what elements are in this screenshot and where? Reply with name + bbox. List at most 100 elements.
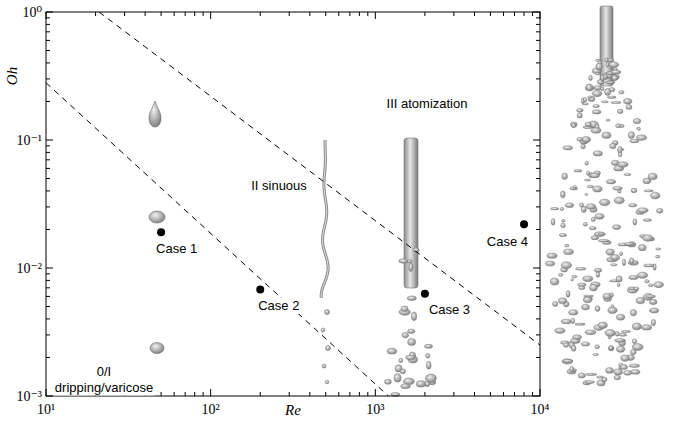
spray-illustration	[595, 345, 600, 349]
spray-illustration	[596, 63, 603, 70]
y-minor-tick	[536, 78, 540, 79]
spray-illustration	[425, 374, 436, 382]
spray-illustration	[598, 322, 607, 328]
y-minor-tick	[46, 50, 50, 51]
label-patch	[250, 178, 309, 194]
spray-illustration	[583, 222, 587, 226]
y-tick	[533, 12, 540, 13]
spray-illustration	[575, 323, 585, 325]
spray-illustration	[591, 128, 601, 134]
x-minor-tick	[524, 12, 525, 16]
spray-illustration	[651, 319, 655, 326]
spray-illustration	[605, 89, 611, 96]
spray-illustration	[424, 344, 432, 348]
spray-illustration	[656, 248, 661, 250]
y-minor-tick	[536, 145, 540, 146]
spray-illustration	[608, 307, 617, 313]
boundary-line	[46, 83, 388, 396]
y-minor-tick	[536, 178, 540, 179]
spray-illustration	[577, 138, 583, 142]
spray-illustration	[571, 279, 574, 281]
spray-illustration	[656, 208, 663, 213]
spray-illustration	[585, 161, 589, 165]
spray-illustration	[564, 249, 574, 255]
spray-illustration	[621, 331, 630, 333]
label-patch	[257, 298, 301, 314]
spray-illustration	[570, 366, 574, 372]
x-tick	[375, 12, 376, 19]
y-minor-tick	[46, 318, 50, 319]
region-label: II sinuous	[251, 178, 307, 193]
spray-illustration	[409, 263, 413, 271]
x-tick	[540, 389, 541, 396]
spray-illustration	[616, 314, 624, 320]
x-minor-tick	[532, 392, 533, 396]
spray-illustration	[633, 219, 637, 225]
y-minor-tick	[536, 50, 540, 51]
spray-illustration	[406, 355, 416, 359]
spray-illustration	[588, 96, 593, 98]
spray-illustration	[550, 278, 559, 285]
spray-illustration	[561, 262, 571, 269]
spray-illustration	[583, 97, 586, 102]
x-minor-tick	[359, 392, 360, 396]
spray-illustration	[617, 109, 623, 114]
y-minor-tick	[46, 101, 50, 102]
spray-illustration	[561, 223, 566, 228]
spray-illustration	[632, 323, 641, 330]
spray-illustration	[591, 217, 595, 221]
label-patch	[485, 234, 529, 250]
spray-illustration	[401, 384, 411, 389]
spray-illustration	[574, 170, 582, 172]
x-minor-tick	[185, 12, 186, 16]
spray-illustration	[562, 220, 566, 222]
y-minor-tick	[536, 101, 540, 102]
case-label: Case 4	[487, 234, 528, 249]
y-minor-tick	[536, 318, 540, 319]
y-minor-tick	[536, 306, 540, 307]
spray-illustration	[650, 308, 659, 313]
x-minor-tick	[309, 12, 310, 16]
x-minor-tick	[289, 12, 290, 16]
x-minor-tick	[95, 12, 96, 16]
spray-illustration	[585, 381, 595, 384]
y-minor-tick	[46, 280, 50, 281]
case-point	[157, 228, 165, 236]
spray-illustration	[607, 96, 616, 98]
spray-illustration	[649, 299, 657, 304]
case-label: Case 1	[156, 241, 197, 256]
spray-illustration	[614, 369, 623, 375]
x-minor-tick	[185, 392, 186, 396]
spray-illustration	[582, 103, 588, 105]
y-minor-tick	[536, 24, 540, 25]
spray-illustration	[585, 193, 588, 195]
spray-illustration	[595, 73, 600, 75]
spray-illustration	[547, 253, 557, 258]
spray-illustration	[402, 332, 409, 337]
case-point	[421, 290, 429, 298]
spray-illustration	[571, 318, 575, 324]
spray-illustration	[578, 373, 585, 378]
spray-illustration	[593, 151, 602, 156]
y-minor-tick	[46, 190, 50, 191]
jet-illustration	[404, 138, 418, 288]
spray-illustration	[595, 306, 600, 312]
spray-illustration	[624, 370, 632, 375]
x-tick-label: 10⁴	[531, 402, 550, 417]
y-minor-tick	[46, 306, 50, 307]
y-tick	[46, 140, 53, 141]
spray-illustration	[618, 152, 622, 157]
y-tick	[533, 140, 540, 141]
spray-illustration	[611, 101, 621, 103]
spray-illustration	[638, 272, 648, 278]
spray-illustration	[614, 375, 621, 379]
y-tick	[533, 396, 540, 397]
spray-illustration	[612, 75, 618, 80]
label-patch	[427, 301, 471, 317]
spray-illustration	[618, 162, 629, 168]
spray-illustration	[384, 379, 391, 384]
x-tick-label: 10²	[202, 402, 220, 417]
x-minor-tick	[359, 12, 360, 16]
spray-illustration	[606, 368, 614, 374]
spray-illustration	[632, 339, 637, 344]
